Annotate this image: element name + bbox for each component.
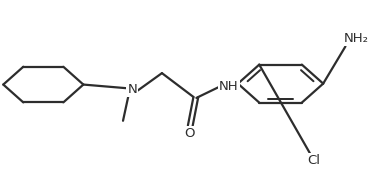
Text: NH: NH <box>219 80 238 93</box>
Text: O: O <box>185 127 195 140</box>
Text: Cl: Cl <box>307 154 320 167</box>
Text: N: N <box>128 83 137 96</box>
Text: NH₂: NH₂ <box>344 32 369 45</box>
